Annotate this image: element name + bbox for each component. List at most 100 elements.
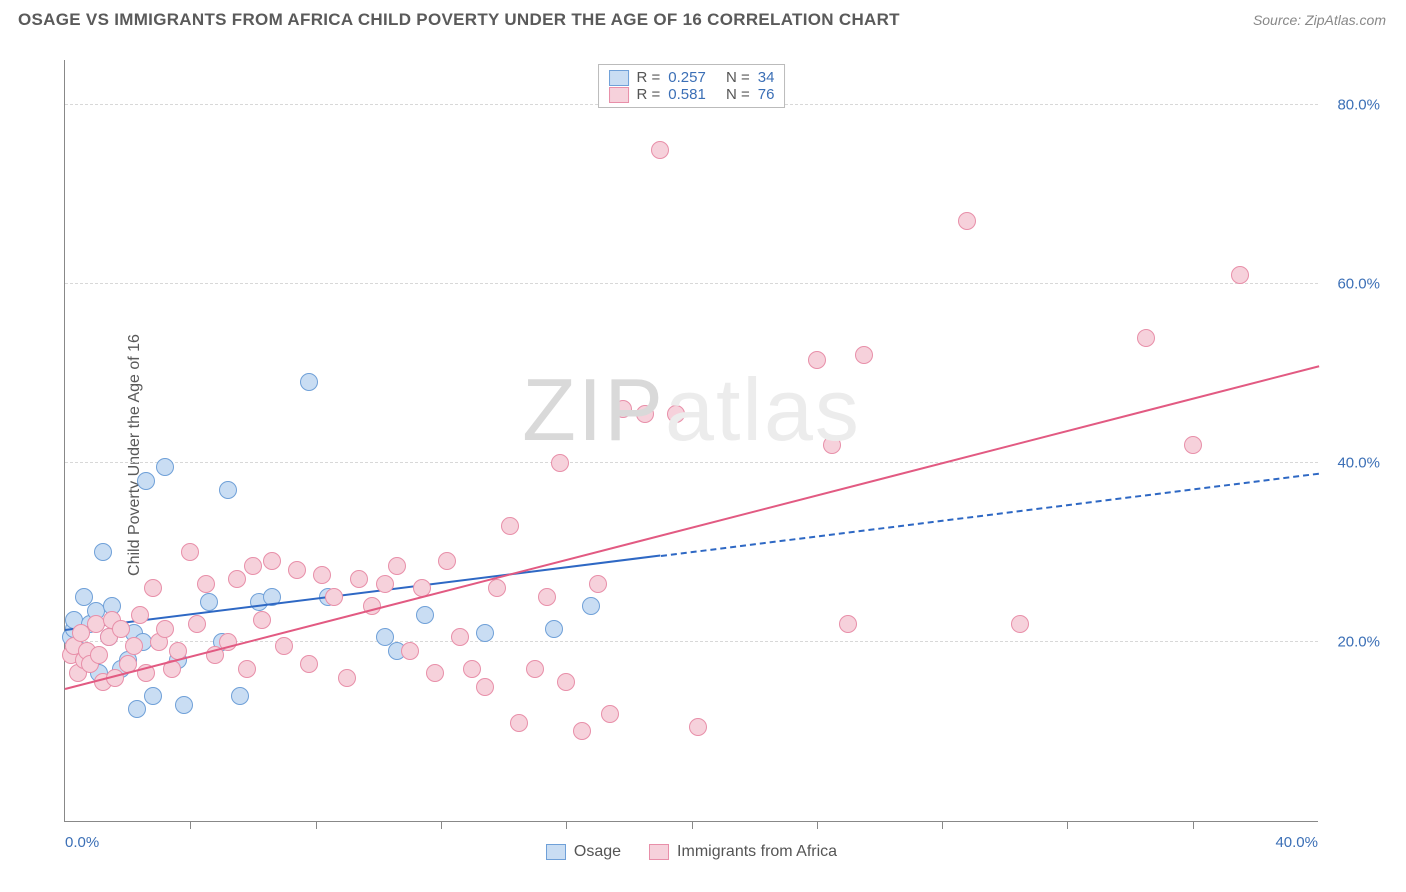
data-point xyxy=(667,405,685,423)
x-tick xyxy=(1193,821,1194,829)
data-point xyxy=(1137,329,1155,347)
x-tick xyxy=(1067,821,1068,829)
x-tick xyxy=(190,821,191,829)
legend-r-value: 0.581 xyxy=(668,86,706,103)
data-point xyxy=(175,696,193,714)
data-point xyxy=(855,346,873,364)
data-point xyxy=(416,606,434,624)
data-point xyxy=(228,570,246,588)
data-point xyxy=(426,664,444,682)
data-point xyxy=(636,405,654,423)
data-point xyxy=(137,472,155,490)
data-point xyxy=(197,575,215,593)
legend-n-label: N = xyxy=(726,86,750,103)
data-point xyxy=(808,351,826,369)
plot-wrap: Child Poverty Under the Age of 16 ZIPatl… xyxy=(18,42,1388,868)
data-point xyxy=(131,606,149,624)
data-point xyxy=(325,588,343,606)
data-point xyxy=(958,212,976,230)
data-point xyxy=(231,687,249,705)
data-point xyxy=(300,655,318,673)
data-point xyxy=(238,660,256,678)
data-point xyxy=(128,700,146,718)
data-point xyxy=(451,628,469,646)
data-point xyxy=(689,718,707,736)
data-point xyxy=(288,561,306,579)
data-point xyxy=(112,620,130,638)
data-point xyxy=(1184,436,1202,454)
data-point xyxy=(557,673,575,691)
data-point xyxy=(510,714,528,732)
data-point xyxy=(545,620,563,638)
data-point xyxy=(651,141,669,159)
x-tick-label: 40.0% xyxy=(1275,834,1318,851)
data-point xyxy=(90,646,108,664)
y-tick-label: 20.0% xyxy=(1337,633,1380,650)
y-tick-label: 40.0% xyxy=(1337,454,1380,471)
x-tick-label: 0.0% xyxy=(65,834,99,851)
y-tick-label: 60.0% xyxy=(1337,275,1380,292)
data-point xyxy=(253,611,271,629)
data-point xyxy=(839,615,857,633)
data-point xyxy=(156,458,174,476)
legend-row: R = 0.581 N = 76 xyxy=(609,86,775,103)
data-point xyxy=(94,543,112,561)
data-point xyxy=(350,570,368,588)
data-point xyxy=(144,579,162,597)
data-point xyxy=(300,373,318,391)
data-point xyxy=(1011,615,1029,633)
data-point xyxy=(538,588,556,606)
legend-series-label: Immigrants from Africa xyxy=(677,843,837,861)
legend-r-label: R = xyxy=(637,69,661,86)
data-point xyxy=(244,557,262,575)
x-tick xyxy=(692,821,693,829)
data-point xyxy=(1231,266,1249,284)
watermark: ZIPatlas xyxy=(522,359,861,461)
scatter-plot: ZIPatlas R = 0.257 N = 34 R = 0.581 N = … xyxy=(64,60,1318,822)
data-point xyxy=(263,552,281,570)
data-point xyxy=(601,705,619,723)
x-tick xyxy=(566,821,567,829)
data-point xyxy=(463,660,481,678)
source-label: Source: ZipAtlas.com xyxy=(1253,12,1386,28)
data-point xyxy=(388,557,406,575)
legend-r-value: 0.257 xyxy=(668,69,706,86)
data-point xyxy=(573,722,591,740)
data-point xyxy=(614,400,632,418)
x-tick xyxy=(817,821,818,829)
x-tick xyxy=(316,821,317,829)
data-point xyxy=(476,624,494,642)
legend-n-value: 34 xyxy=(758,69,775,86)
legend-item: Osage xyxy=(546,843,621,861)
x-tick xyxy=(942,821,943,829)
data-point xyxy=(823,436,841,454)
legend-item: Immigrants from Africa xyxy=(649,843,837,861)
data-point xyxy=(551,454,569,472)
data-point xyxy=(188,615,206,633)
gridline xyxy=(65,283,1318,284)
legend-n-value: 76 xyxy=(758,86,775,103)
swatch-icon xyxy=(649,844,669,860)
data-point xyxy=(582,597,600,615)
data-point xyxy=(313,566,331,584)
data-point xyxy=(488,579,506,597)
data-point xyxy=(181,543,199,561)
data-point xyxy=(156,620,174,638)
data-point xyxy=(219,481,237,499)
chart-title: OSAGE VS IMMIGRANTS FROM AFRICA CHILD PO… xyxy=(18,10,900,30)
swatch-icon xyxy=(546,844,566,860)
y-tick-label: 80.0% xyxy=(1337,96,1380,113)
gridline xyxy=(65,462,1318,463)
legend-r-label: R = xyxy=(637,86,661,103)
data-point xyxy=(438,552,456,570)
data-point xyxy=(144,687,162,705)
swatch-icon xyxy=(609,70,629,86)
data-point xyxy=(200,593,218,611)
swatch-icon xyxy=(609,87,629,103)
title-bar: OSAGE VS IMMIGRANTS FROM AFRICA CHILD PO… xyxy=(0,0,1406,36)
data-point xyxy=(526,660,544,678)
legend-n-label: N = xyxy=(726,69,750,86)
x-tick xyxy=(441,821,442,829)
data-point xyxy=(125,637,143,655)
data-point xyxy=(275,637,293,655)
